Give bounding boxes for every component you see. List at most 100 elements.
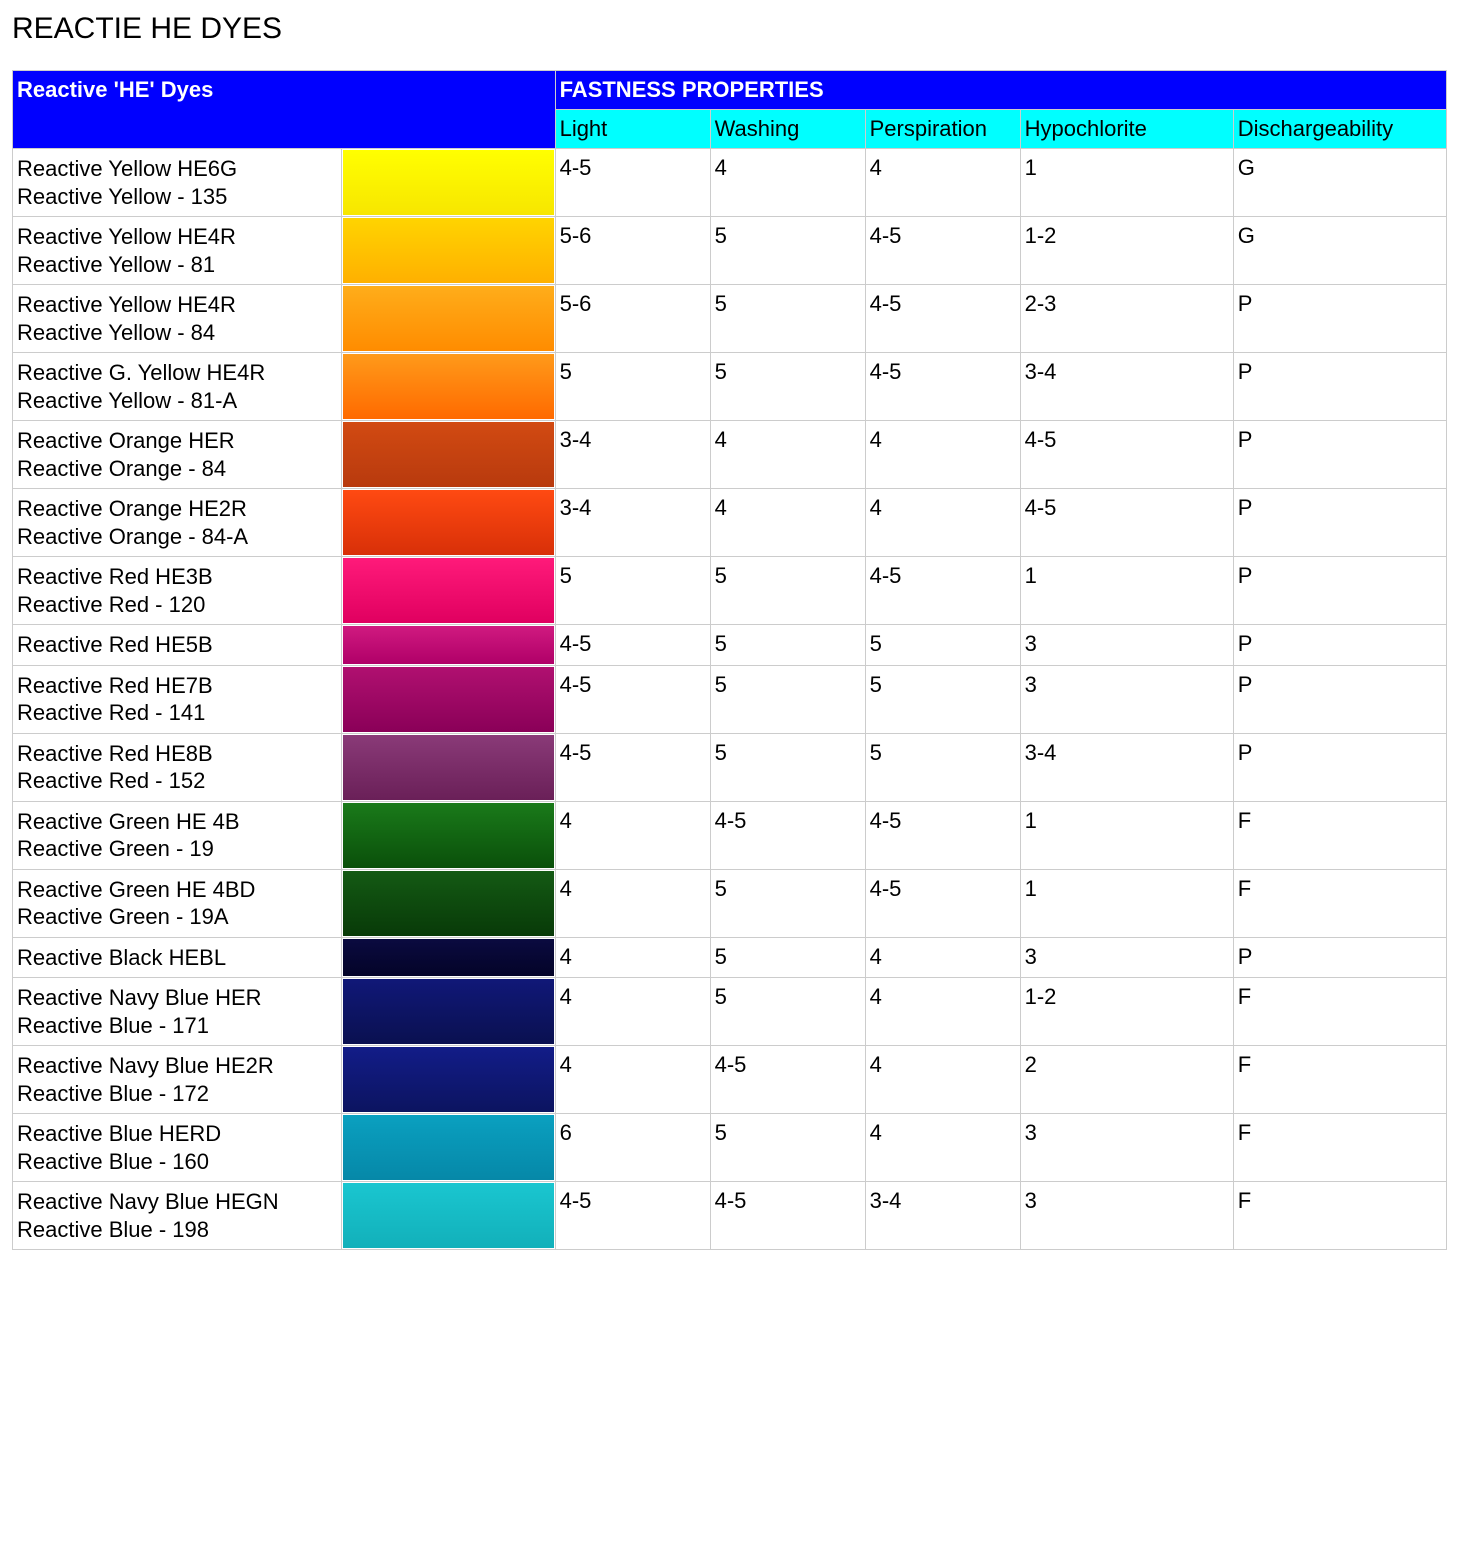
dye-name: Reactive Navy Blue HE2R Reactive Blue - … bbox=[13, 1046, 342, 1114]
dye-name: Reactive Orange HER Reactive Orange - 84 bbox=[13, 421, 342, 489]
cell-perspiration: 4 bbox=[865, 937, 1020, 978]
color-swatch bbox=[342, 665, 555, 733]
cell-perspiration: 4-5 bbox=[865, 869, 1020, 937]
header-washing: Washing bbox=[710, 110, 865, 149]
cell-dischargeability: F bbox=[1233, 978, 1446, 1046]
cell-perspiration: 4 bbox=[865, 149, 1020, 217]
cell-washing: 5 bbox=[710, 557, 865, 625]
table-row: Reactive Orange HE2R Reactive Orange - 8… bbox=[13, 489, 1447, 557]
dye-name: Reactive Blue HERD Reactive Blue - 160 bbox=[13, 1114, 342, 1182]
cell-hypochlorite: 2-3 bbox=[1020, 285, 1233, 353]
cell-light: 4-5 bbox=[555, 1182, 710, 1250]
cell-light: 4-5 bbox=[555, 733, 710, 801]
table-row: Reactive Orange HER Reactive Orange - 84… bbox=[13, 421, 1447, 489]
cell-washing: 4-5 bbox=[710, 801, 865, 869]
table-row: Reactive Navy Blue HER Reactive Blue - 1… bbox=[13, 978, 1447, 1046]
dye-name: Reactive Red HE8B Reactive Red - 152 bbox=[13, 733, 342, 801]
cell-light: 4-5 bbox=[555, 149, 710, 217]
cell-light: 5-6 bbox=[555, 285, 710, 353]
table-body: Reactive Yellow HE6G Reactive Yellow - 1… bbox=[13, 149, 1447, 1250]
cell-hypochlorite: 4-5 bbox=[1020, 421, 1233, 489]
cell-perspiration: 5 bbox=[865, 733, 1020, 801]
cell-light: 4-5 bbox=[555, 665, 710, 733]
cell-dischargeability: F bbox=[1233, 801, 1446, 869]
cell-dischargeability: F bbox=[1233, 1114, 1446, 1182]
header-main: Reactive 'HE' Dyes bbox=[13, 71, 556, 149]
cell-dischargeability: G bbox=[1233, 217, 1446, 285]
cell-light: 5-6 bbox=[555, 217, 710, 285]
cell-light: 5 bbox=[555, 353, 710, 421]
cell-dischargeability: P bbox=[1233, 625, 1446, 666]
cell-washing: 5 bbox=[710, 937, 865, 978]
cell-washing: 5 bbox=[710, 353, 865, 421]
cell-dischargeability: P bbox=[1233, 489, 1446, 557]
color-swatch bbox=[342, 1046, 555, 1114]
cell-perspiration: 4-5 bbox=[865, 557, 1020, 625]
color-swatch bbox=[342, 1182, 555, 1250]
cell-dischargeability: F bbox=[1233, 1182, 1446, 1250]
color-swatch bbox=[342, 937, 555, 978]
dye-name: Reactive Green HE 4BD Reactive Green - 1… bbox=[13, 869, 342, 937]
table-row: Reactive Green HE 4B Reactive Green - 19… bbox=[13, 801, 1447, 869]
cell-perspiration: 4 bbox=[865, 489, 1020, 557]
table-row: Reactive Navy Blue HE2R Reactive Blue - … bbox=[13, 1046, 1447, 1114]
table-row: Reactive Yellow HE4R Reactive Yellow - 8… bbox=[13, 217, 1447, 285]
color-swatch bbox=[342, 869, 555, 937]
cell-dischargeability: P bbox=[1233, 285, 1446, 353]
color-swatch bbox=[342, 149, 555, 217]
cell-dischargeability: P bbox=[1233, 421, 1446, 489]
dye-table: Reactive 'HE' Dyes FASTNESS PROPERTIES L… bbox=[12, 70, 1447, 1250]
cell-perspiration: 4 bbox=[865, 1114, 1020, 1182]
dye-name: Reactive Red HE5B bbox=[13, 625, 342, 666]
color-swatch bbox=[342, 1114, 555, 1182]
table-row: Reactive Red HE3B Reactive Red - 120554-… bbox=[13, 557, 1447, 625]
cell-washing: 5 bbox=[710, 217, 865, 285]
cell-hypochlorite: 1 bbox=[1020, 557, 1233, 625]
table-row: Reactive Yellow HE4R Reactive Yellow - 8… bbox=[13, 285, 1447, 353]
cell-washing: 5 bbox=[710, 665, 865, 733]
header-dischargeability: Dischargeability bbox=[1233, 110, 1446, 149]
cell-perspiration: 3-4 bbox=[865, 1182, 1020, 1250]
color-swatch bbox=[342, 285, 555, 353]
cell-light: 4 bbox=[555, 937, 710, 978]
cell-hypochlorite: 3 bbox=[1020, 1114, 1233, 1182]
dye-name: Reactive Yellow HE6G Reactive Yellow - 1… bbox=[13, 149, 342, 217]
cell-hypochlorite: 2 bbox=[1020, 1046, 1233, 1114]
table-row: Reactive Red HE8B Reactive Red - 152 4-5 5… bbox=[13, 733, 1447, 801]
cell-washing: 5 bbox=[710, 978, 865, 1046]
cell-light: 4-5 bbox=[555, 625, 710, 666]
cell-hypochlorite: 1-2 bbox=[1020, 217, 1233, 285]
cell-perspiration: 4 bbox=[865, 978, 1020, 1046]
cell-perspiration: 4-5 bbox=[865, 285, 1020, 353]
cell-hypochlorite: 1-2 bbox=[1020, 978, 1233, 1046]
cell-hypochlorite: 3 bbox=[1020, 1182, 1233, 1250]
table-row: Reactive Yellow HE6G Reactive Yellow - 1… bbox=[13, 149, 1447, 217]
cell-hypochlorite: 4-5 bbox=[1020, 489, 1233, 557]
color-swatch bbox=[342, 801, 555, 869]
cell-dischargeability: F bbox=[1233, 869, 1446, 937]
color-swatch bbox=[342, 733, 555, 801]
cell-washing: 4 bbox=[710, 149, 865, 217]
cell-light: 4 bbox=[555, 978, 710, 1046]
cell-washing: 4 bbox=[710, 489, 865, 557]
table-row: Reactive Green HE 4BD Reactive Green - 1… bbox=[13, 869, 1447, 937]
cell-perspiration: 4 bbox=[865, 421, 1020, 489]
cell-perspiration: 4 bbox=[865, 1046, 1020, 1114]
color-swatch bbox=[342, 421, 555, 489]
cell-hypochlorite: 3-4 bbox=[1020, 353, 1233, 421]
dye-name: Reactive Navy Blue HEGN Reactive Blue - … bbox=[13, 1182, 342, 1250]
cell-washing: 5 bbox=[710, 869, 865, 937]
cell-perspiration: 4-5 bbox=[865, 353, 1020, 421]
cell-dischargeability: P bbox=[1233, 665, 1446, 733]
cell-hypochlorite: 1 bbox=[1020, 801, 1233, 869]
table-header: Reactive 'HE' Dyes FASTNESS PROPERTIES L… bbox=[13, 71, 1447, 149]
cell-hypochlorite: 3 bbox=[1020, 665, 1233, 733]
dye-name: Reactive Yellow HE4R Reactive Yellow - 8… bbox=[13, 217, 342, 285]
header-perspiration: Perspiration bbox=[865, 110, 1020, 149]
dye-name: Reactive Black HEBL bbox=[13, 937, 342, 978]
cell-dischargeability: G bbox=[1233, 149, 1446, 217]
cell-washing: 5 bbox=[710, 1114, 865, 1182]
dye-name: Reactive Red HE3B Reactive Red - 120 bbox=[13, 557, 342, 625]
dye-name: Reactive G. Yellow HE4R Reactive Yellow … bbox=[13, 353, 342, 421]
cell-hypochlorite: 1 bbox=[1020, 869, 1233, 937]
